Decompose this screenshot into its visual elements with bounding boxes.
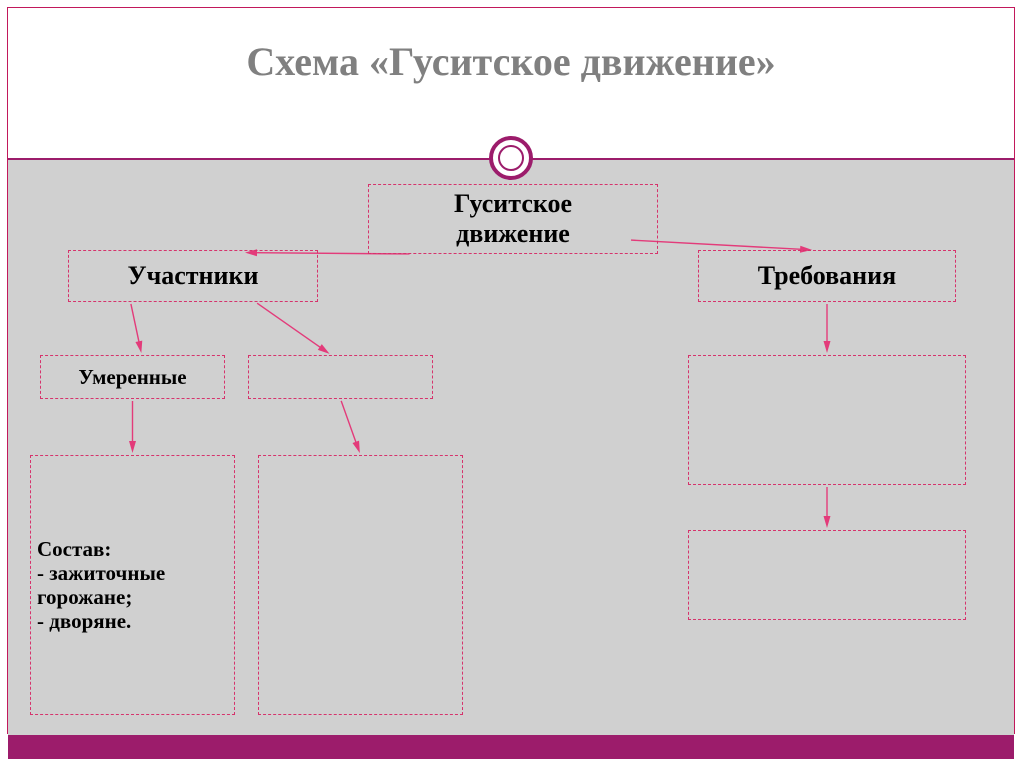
node-compA: Состав:- зажиточные горожане;- дворяне. <box>30 455 235 715</box>
node-root: Гуситскоедвижение <box>368 184 658 254</box>
node-req1 <box>688 355 966 485</box>
slide-frame: Схема «Гуситское движение» Гуситскоедвиж… <box>7 7 1015 734</box>
diagram-canvas: Гуситскоедвижение Участники Требования Умер… <box>8 160 1014 735</box>
decorative-ring-inner <box>498 145 524 171</box>
node-req2 <box>688 530 966 620</box>
node-compB <box>258 455 463 715</box>
page-title: Схема «Гуситское движение» <box>8 8 1014 85</box>
node-demands: Требования <box>698 250 956 302</box>
bottom-strip <box>8 735 1014 759</box>
node-moderates: Умеренные <box>40 355 225 399</box>
node-participants: Участники <box>68 250 318 302</box>
node-empty_b <box>248 355 433 399</box>
